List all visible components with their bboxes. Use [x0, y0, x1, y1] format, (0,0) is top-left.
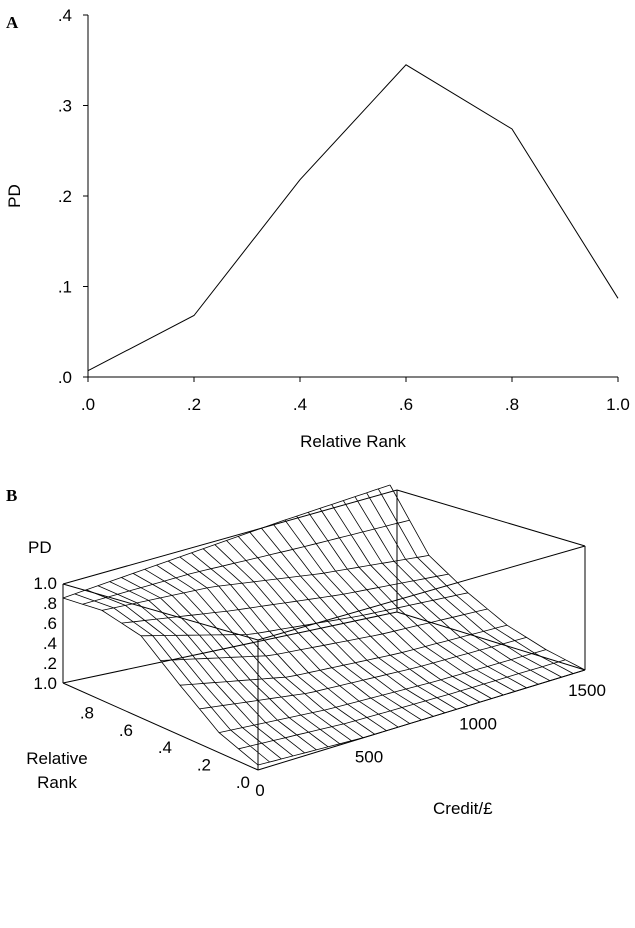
- panel-b-mesh-line-credit: [202, 548, 399, 728]
- panel-b-credit-label: Credit/£: [433, 799, 493, 818]
- panel-a-y-tick-label: .3: [58, 97, 72, 116]
- panel-b-mesh-line-credit: [214, 544, 411, 724]
- panel-b-rank-tick-label: .6: [119, 721, 133, 740]
- panel-a-x-label: Relative Rank: [300, 432, 406, 451]
- panel-a-x-tick-label: .8: [505, 395, 519, 414]
- panel-b-mesh-line-rank: [199, 637, 527, 710]
- panel-b-mesh-line-credit: [331, 504, 527, 689]
- panel-a-y-tick-label: .1: [58, 278, 72, 297]
- panel-b-mesh-line-credit: [261, 527, 457, 710]
- panel-b-z-tick-label: .2: [43, 654, 57, 673]
- panel-b-surface-mesh: [62, 484, 586, 766]
- panel-b-mesh-line-credit: [389, 484, 586, 671]
- panel-b-mesh-line-credit: [74, 593, 270, 763]
- panel-b-credit-tick-label: 0: [255, 781, 264, 800]
- panel-b-mesh-line-rank: [257, 669, 586, 766]
- panel-b-rank-label-line1: Relative: [26, 749, 87, 768]
- panel-b-credit-ticks: 0 500 1000 1500: [255, 681, 606, 800]
- panel-b-rank-label-line2: Rank: [37, 773, 77, 792]
- panel-a-y-label: PD: [5, 184, 24, 208]
- panel-b-mesh-line-credit: [319, 508, 516, 692]
- panel-b-mesh-line-credit: [109, 581, 305, 754]
- panel-b-z-tick-label: .4: [43, 634, 57, 653]
- panel-a-x-tick-label: .4: [293, 395, 307, 414]
- panel-b-mesh-line-credit: [249, 532, 446, 714]
- panel-b-rank-ticks: 1.0 .8 .6 .4 .2 .0: [33, 674, 250, 792]
- panel-a-y-tick-label: .0: [58, 368, 72, 387]
- panel-b-credit-tick-label: 1000: [459, 714, 497, 733]
- panel-b-mesh-line-credit: [342, 500, 539, 685]
- panel-a-x-tick-label: .2: [187, 395, 201, 414]
- panel-b-mesh-line-credit: [167, 560, 364, 739]
- panel-b-z-label: PD: [28, 538, 52, 557]
- panel-b-mesh-line-credit: [62, 597, 259, 766]
- panel-b-mesh-line-credit: [226, 540, 422, 721]
- panel-b-mesh-line-rank: [121, 573, 449, 624]
- panel-a-letter: A: [6, 13, 19, 32]
- panel-b-mesh-line-credit: [179, 556, 376, 735]
- panel-b-rank-tick-label: .8: [80, 703, 94, 722]
- panel-b-mesh-line-credit: [191, 552, 387, 732]
- panel-a-x-tick-label: .0: [81, 395, 95, 414]
- panel-b-mesh-line-credit: [354, 496, 551, 682]
- panel-a-y-ticks: .0 .1 .2 .3 .4: [58, 6, 88, 387]
- panel-b-mesh-line-credit: [307, 512, 504, 696]
- panel-b-credit-tick-label: 1500: [568, 681, 606, 700]
- panel-b-mesh-line-credit: [377, 488, 574, 674]
- panel-b-z-tick-label: .8: [43, 594, 57, 613]
- panel-b-rank-tick-label: .4: [158, 738, 172, 757]
- panel-a-x-tick-label: 1.0: [606, 395, 630, 414]
- panel-b-mesh-line-credit: [156, 564, 352, 742]
- panel-b-z-tick-label: .6: [43, 614, 57, 633]
- panel-b-mesh-line-credit: [132, 573, 329, 748]
- panel-b-mesh-line-credit: [296, 515, 492, 699]
- panel-b-mesh-line-credit: [86, 589, 282, 760]
- panel-b-credit-tick-label: 500: [355, 748, 383, 767]
- panel-b-letter: B: [6, 486, 17, 505]
- panel-b-z-tick-label: 1.0: [33, 574, 57, 593]
- panel-a-x-tick-label: .6: [399, 395, 413, 414]
- panel-b-rank-tick-label: .0: [236, 773, 250, 792]
- panel-b-rank-tick-label: 1.0: [33, 674, 57, 693]
- panel-a-y-tick-label: .4: [58, 6, 72, 25]
- panel-b-mesh-line-credit: [284, 519, 481, 703]
- panel-b-mesh-line-rank: [238, 659, 566, 750]
- panel-b-box: [62, 489, 586, 771]
- panel-b-mesh-line-credit: [121, 577, 317, 751]
- panel-b: B PD 1.0.8.6.4.2 1.0.8.6.4.2.0 050010001…: [6, 484, 606, 818]
- panel-a-x-ticks: .0 .2 .4 .6 .8 1.0: [81, 377, 630, 414]
- panel-b-mesh-line-credit: [97, 585, 294, 757]
- panel-b-mesh-line-credit: [237, 536, 434, 717]
- panel-b-mesh-line-credit: [272, 523, 469, 707]
- panel-b-rank-tick-label: .2: [197, 756, 211, 775]
- panel-b-mesh-line-credit: [144, 568, 341, 745]
- panel-a-y-tick-label: .2: [58, 187, 72, 206]
- panel-a-series-line: [87, 64, 619, 372]
- panel-b-mesh-line-credit: [366, 492, 562, 678]
- panel-a: A .0 .1 .2 .3 .4 .0 .2 .4 .6 .8 1.0 PD Relative R…: [5, 6, 630, 451]
- panel-b-z-ticks: 1.0.8.6.4.2: [33, 574, 57, 673]
